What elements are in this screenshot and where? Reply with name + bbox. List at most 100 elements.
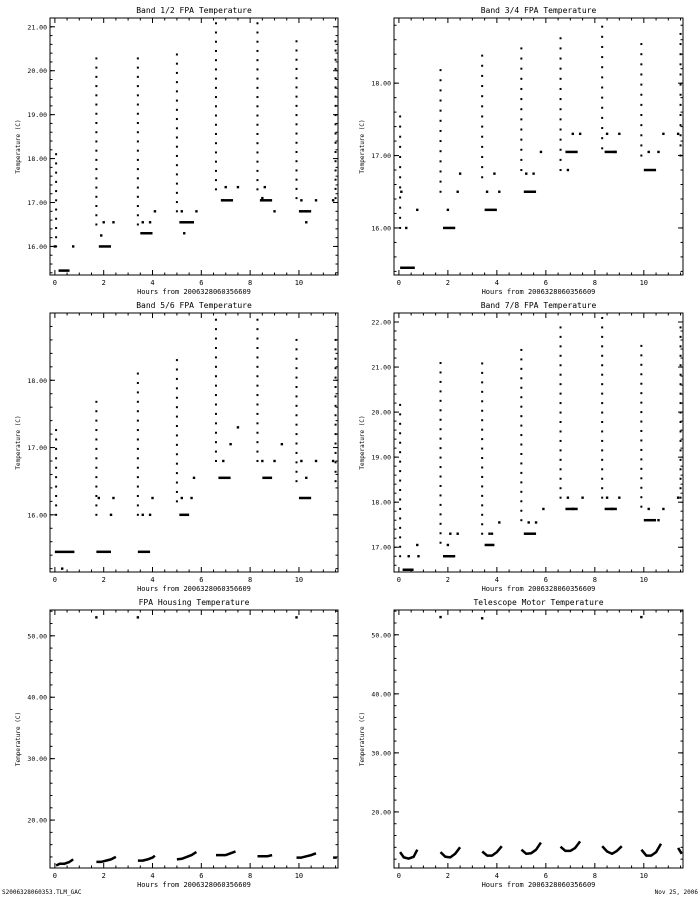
- data-point: [566, 168, 570, 172]
- data-point: [657, 150, 660, 154]
- y-axis-label: Temperature (C): [15, 415, 22, 469]
- data-point: [601, 487, 604, 490]
- x-tick-label: 10: [295, 872, 303, 880]
- x-tick-label: 8: [593, 279, 597, 287]
- data-point: [175, 453, 178, 456]
- data-point: [493, 172, 496, 175]
- data-point: [175, 191, 178, 194]
- data-point: [175, 406, 178, 409]
- data-point: [295, 423, 298, 426]
- data-point: [141, 513, 144, 517]
- data-point: [175, 500, 178, 503]
- data-point: [175, 71, 178, 74]
- data-point: [55, 504, 58, 507]
- data-point: [95, 57, 98, 60]
- data-point: [55, 429, 58, 432]
- data-point: [334, 49, 337, 52]
- data-point: [679, 449, 682, 452]
- data-point: [256, 114, 259, 117]
- data-point: [490, 532, 494, 535]
- data-point: [679, 73, 682, 76]
- data-point: [183, 232, 186, 235]
- data-point: [520, 367, 523, 370]
- data-point: [136, 57, 139, 60]
- data-point: [136, 429, 139, 432]
- data-point: [399, 451, 402, 454]
- data-point: [136, 103, 139, 106]
- x-tick-label: 8: [248, 872, 252, 880]
- data-point: [640, 615, 643, 619]
- data-point: [601, 373, 604, 376]
- data-point: [175, 472, 178, 475]
- data-point: [640, 73, 643, 76]
- data-point: [334, 95, 337, 98]
- data-point: [95, 438, 98, 441]
- data-point: [559, 169, 562, 172]
- data-point: [446, 208, 450, 212]
- data-point: [136, 223, 139, 226]
- data-point: [55, 466, 58, 469]
- data-point: [214, 22, 217, 25]
- data-point: [481, 390, 484, 393]
- x-tick-label: 10: [640, 576, 648, 584]
- data-point: [520, 396, 523, 399]
- data-point: [439, 79, 442, 82]
- data-point: [256, 123, 259, 126]
- data-point: [520, 386, 523, 389]
- data-point: [214, 68, 217, 71]
- x-tick-label: 6: [199, 872, 203, 880]
- data-point: [439, 466, 442, 469]
- data-point: [256, 22, 259, 25]
- data-point: [334, 150, 337, 153]
- data-point: [295, 150, 298, 153]
- data-point: [295, 395, 298, 398]
- data-point: [559, 364, 562, 367]
- data-point: [136, 410, 139, 413]
- data-point: [136, 494, 139, 497]
- data-point: [559, 373, 562, 376]
- data-point: [481, 419, 484, 422]
- data-point: [439, 109, 442, 112]
- data-point: [214, 151, 217, 154]
- data-point: [214, 123, 217, 126]
- data-point: [481, 85, 484, 88]
- y-axis-label: Temperature (C): [15, 712, 22, 766]
- data-point: [55, 457, 58, 460]
- data-point: [481, 176, 484, 179]
- data-point: [334, 77, 337, 80]
- data-point: [520, 377, 523, 380]
- data-point: [95, 457, 98, 460]
- data-point: [334, 123, 337, 126]
- data-point: [417, 555, 420, 558]
- data-point: [214, 142, 217, 145]
- data-point: [175, 201, 178, 204]
- data-point: [640, 144, 643, 147]
- data-point: [679, 430, 682, 433]
- y-tick-label: 17.00: [371, 544, 391, 552]
- data-point: [141, 221, 144, 224]
- data-point: [439, 180, 442, 183]
- data-point: [136, 149, 139, 152]
- data-point: [439, 428, 442, 431]
- data-point: [151, 496, 154, 500]
- data-point: [559, 128, 562, 131]
- data-point: [520, 405, 523, 408]
- y-tick-label: 17.00: [27, 444, 47, 452]
- data-point: [559, 411, 562, 414]
- data-point: [520, 77, 523, 80]
- data-point: [214, 169, 217, 172]
- data-point: [95, 112, 98, 115]
- y-axis-label: Temperature (C): [359, 119, 366, 173]
- data-point: [214, 384, 217, 387]
- data-point: [256, 422, 259, 425]
- data-point: [136, 513, 139, 516]
- chart-title: Band 7/8 FPA Temperature: [481, 301, 597, 310]
- data-point: [175, 127, 178, 130]
- data-point: [640, 83, 643, 86]
- data-point: [559, 458, 562, 461]
- data-point: [331, 199, 335, 202]
- data-point: [95, 214, 98, 217]
- x-tick-label: 4: [495, 576, 499, 584]
- x-tick-label: 10: [295, 576, 303, 584]
- data-point: [136, 168, 139, 171]
